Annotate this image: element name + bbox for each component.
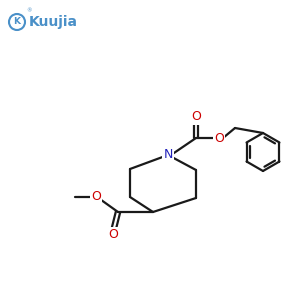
Text: ®: ® — [26, 8, 32, 13]
Text: O: O — [191, 110, 201, 124]
Text: O: O — [214, 131, 224, 145]
Text: Kuujia: Kuujia — [29, 15, 78, 29]
Text: O: O — [91, 190, 101, 203]
Text: N: N — [163, 148, 173, 161]
Text: K: K — [14, 17, 20, 26]
Text: O: O — [108, 227, 118, 241]
